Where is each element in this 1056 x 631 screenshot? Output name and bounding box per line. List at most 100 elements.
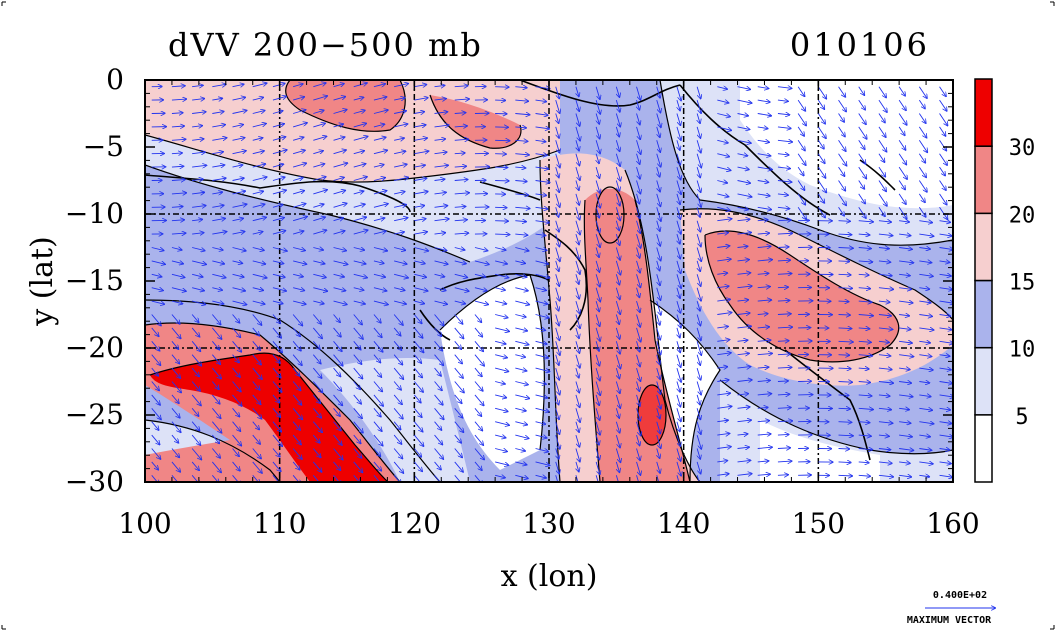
wind-vector — [312, 448, 320, 458]
wind-vector — [717, 246, 729, 248]
wind-vector — [394, 232, 404, 234]
wind-vector — [616, 274, 619, 284]
wind-vector — [596, 434, 599, 445]
wind-vector — [191, 434, 200, 445]
wind-vector — [616, 220, 619, 231]
wind-vector — [292, 314, 302, 326]
wind-vector — [333, 381, 342, 391]
wind-vector — [535, 154, 547, 156]
wind-vector — [171, 354, 179, 364]
wind-vector — [353, 261, 366, 264]
wind-vector — [252, 288, 263, 291]
wind-vector — [737, 353, 749, 354]
wind-vector — [373, 461, 381, 471]
wind-vector — [898, 113, 907, 125]
wind-vector — [817, 86, 826, 99]
wind-vector — [535, 382, 546, 385]
wind-vector — [797, 126, 804, 136]
wind-vector — [151, 341, 160, 350]
wind-vector — [918, 126, 926, 138]
wind-vector — [575, 220, 580, 235]
wind-vector — [717, 299, 730, 301]
wind-vector — [232, 421, 241, 431]
wind-vector — [434, 152, 447, 154]
wind-vector — [454, 354, 462, 364]
wind-vector — [474, 247, 487, 251]
wind-vector — [899, 261, 913, 263]
wind-vector — [777, 181, 791, 183]
wind-vector — [272, 218, 284, 222]
wind-vector — [636, 314, 641, 327]
y-tick-label: −20 — [65, 331, 124, 364]
wind-vector — [333, 274, 344, 277]
x-tick-label: 100 — [118, 507, 171, 540]
wind-vector — [838, 193, 847, 205]
vector-key: 0.400E+02 MAXIMUM VECTOR — [907, 590, 995, 626]
wind-vector — [333, 177, 344, 180]
wind-vector — [898, 86, 905, 96]
wind-vector — [414, 85, 426, 87]
wind-vector — [252, 475, 260, 482]
wind-vector — [454, 394, 462, 403]
wind-vector — [899, 408, 909, 409]
wind-vector — [637, 247, 640, 258]
wind-vector — [232, 367, 240, 377]
wind-vector — [555, 86, 559, 99]
wind-vector — [454, 86, 468, 87]
wind-vector — [615, 140, 619, 151]
wind-vector — [232, 138, 245, 141]
wind-vector — [393, 367, 403, 379]
wind-vector — [697, 207, 700, 217]
wind-vector — [676, 247, 680, 259]
wind-vector — [192, 274, 202, 277]
wind-vector — [777, 314, 791, 315]
wind-vector — [515, 261, 525, 263]
wind-vector — [272, 408, 280, 417]
wind-vector — [615, 300, 620, 314]
wind-vector — [333, 150, 346, 155]
wind-vector — [151, 367, 158, 376]
wind-vector — [454, 301, 465, 304]
wind-vector — [717, 259, 730, 261]
wind-vector — [393, 408, 403, 418]
wind-vector — [293, 288, 304, 291]
wind-vector — [515, 247, 528, 251]
wind-vector — [252, 367, 262, 379]
wind-vector — [595, 166, 599, 178]
wind-vector — [495, 449, 507, 452]
wind-vector — [939, 207, 948, 219]
wind-vector — [575, 207, 580, 219]
wind-vector — [696, 86, 700, 99]
wind-vector — [353, 288, 364, 290]
wind-vector — [838, 475, 853, 476]
wind-vector — [394, 84, 408, 88]
wind-vector — [555, 381, 560, 395]
wind-vector — [292, 394, 301, 405]
wind-vector — [353, 151, 364, 154]
wind-vector — [373, 84, 385, 87]
wind-vector — [919, 422, 933, 424]
wind-vector — [657, 314, 660, 325]
wind-vector — [737, 460, 751, 462]
wind-vector — [717, 461, 727, 462]
wind-vector — [171, 166, 183, 167]
colorbar-swatch — [974, 145, 993, 215]
wind-vector — [373, 231, 386, 235]
wind-vector — [535, 87, 550, 89]
wind-vector — [939, 261, 950, 262]
wind-vector — [333, 394, 343, 405]
wind-vector — [919, 408, 932, 410]
wind-vector — [252, 204, 265, 208]
wind-vector — [272, 287, 286, 291]
wind-vector — [252, 341, 260, 350]
wind-vector — [757, 87, 769, 89]
wind-vector — [313, 190, 327, 195]
wind-vector — [595, 327, 600, 341]
wind-vector — [636, 327, 641, 342]
wind-vector — [454, 139, 469, 140]
wind-vector — [575, 193, 579, 205]
wind-vector — [413, 367, 422, 377]
wind-vector — [333, 203, 347, 208]
wind-vector — [858, 449, 873, 450]
wind-vector — [313, 177, 325, 181]
